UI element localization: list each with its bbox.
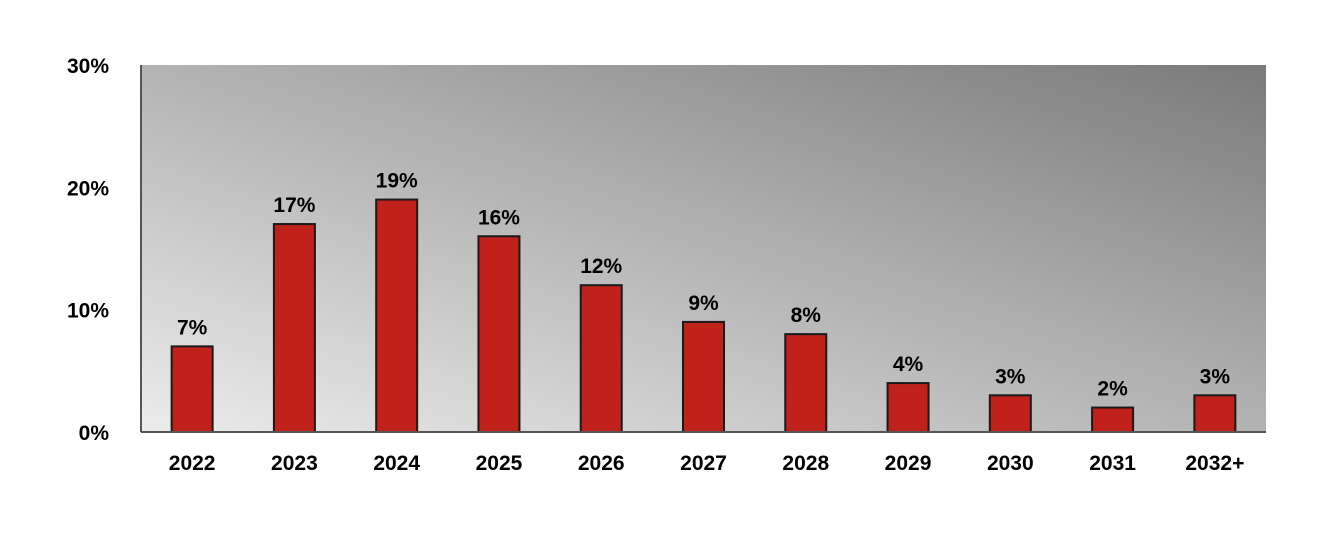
- y-tick-label-30: 30%: [67, 55, 109, 78]
- bar-2032+: [1193, 394, 1237, 433]
- data-label-2027: 9%: [688, 292, 719, 315]
- bar-2027: [682, 320, 725, 433]
- data-labels-group: 7% 17% 19% 16% 12% 9% 8% 4% 3% 2% 3%: [177, 170, 1230, 401]
- data-label-2026: 12%: [580, 255, 622, 278]
- bar-2024: [375, 198, 419, 433]
- y-tick-label-20: 20%: [67, 177, 109, 200]
- x-tick-label-2022: 2022: [169, 452, 216, 475]
- data-label-2023: 17%: [273, 194, 315, 217]
- data-label-2030: 3%: [995, 365, 1026, 388]
- y-axis-tick-labels: 0% 10% 20% 30%: [67, 55, 109, 445]
- bar-2028: [784, 333, 828, 433]
- bar-2025: [477, 235, 521, 433]
- data-label-2032+: 3%: [1200, 365, 1231, 388]
- bar-2026: [579, 284, 623, 434]
- x-tick-label-2025: 2025: [476, 452, 523, 475]
- y-tick-label-0: 0%: [79, 422, 110, 445]
- x-tick-label-2027: 2027: [680, 452, 727, 475]
- data-label-2025: 16%: [478, 206, 520, 229]
- data-label-2022: 7%: [177, 316, 208, 339]
- data-label-2029: 4%: [893, 353, 924, 376]
- data-label-2031: 2%: [1097, 378, 1128, 401]
- bar-2030: [988, 394, 1032, 433]
- x-axis-tick-labels: 2022 2023 2024 2025 2026 2027 2028 2029 2030 2031…: [169, 452, 1245, 475]
- x-tick-label-2024: 2024: [373, 452, 420, 475]
- x-tick-label-2028: 2028: [782, 452, 829, 475]
- data-label-2024: 19%: [376, 170, 418, 193]
- x-tick-label-2030: 2030: [987, 452, 1034, 475]
- x-tick-label-2031: 2031: [1089, 452, 1136, 475]
- bar-2031: [1091, 406, 1135, 433]
- bars-group: [170, 198, 1237, 434]
- y-tick-label-10: 10%: [67, 300, 109, 323]
- bar-2029: [886, 382, 930, 434]
- data-label-2028: 8%: [791, 304, 822, 327]
- x-tick-label-2023: 2023: [271, 452, 318, 475]
- x-tick-label-2026: 2026: [578, 452, 625, 475]
- bar-2022: [170, 345, 214, 433]
- x-tick-label-2032+: 2032+: [1185, 452, 1244, 475]
- bar-2023: [272, 223, 316, 433]
- x-tick-label-2029: 2029: [885, 452, 932, 475]
